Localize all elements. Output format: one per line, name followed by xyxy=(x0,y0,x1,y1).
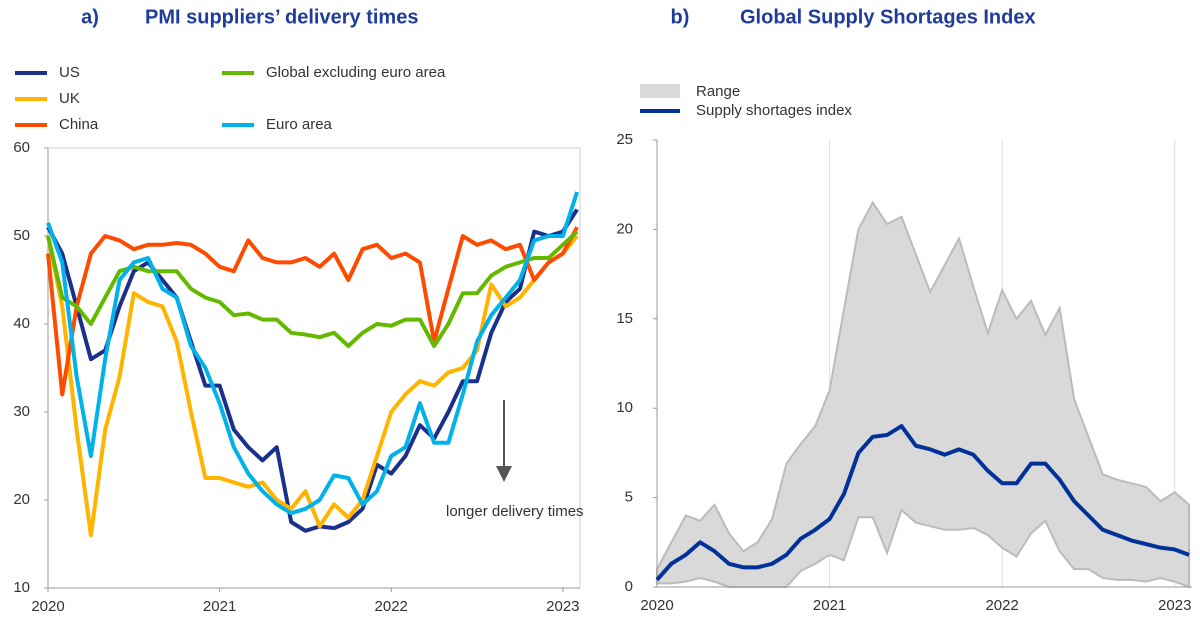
x-tick-label: 2020 xyxy=(640,597,673,614)
legend-label: China xyxy=(59,116,99,133)
y-tick-label: 30 xyxy=(13,403,30,420)
series-line xyxy=(46,208,579,533)
y-tick-label: 25 xyxy=(616,131,633,148)
panel-label: b) xyxy=(671,6,690,28)
y-tick-label: 15 xyxy=(616,310,633,327)
x-tick-label: 2023 xyxy=(546,598,579,615)
x-tick-label: 2022 xyxy=(985,597,1018,614)
legend-swatch xyxy=(640,84,680,98)
series-line xyxy=(655,424,1190,582)
panel-label: a) xyxy=(81,6,99,28)
y-tick-label: 20 xyxy=(616,220,633,237)
legend-label: Global excluding euro area xyxy=(266,64,446,81)
legend-label: Range xyxy=(696,83,740,100)
legend-label: UK xyxy=(59,90,80,107)
y-tick-label: 10 xyxy=(13,579,30,596)
legend-label: US xyxy=(59,64,80,81)
x-tick-label: 2020 xyxy=(31,598,64,615)
annotation: longer delivery times xyxy=(446,503,584,520)
x-tick-label: 2023 xyxy=(1158,597,1191,614)
series-line xyxy=(46,230,579,348)
x-tick-label: 2022 xyxy=(375,598,408,615)
y-tick-label: 0 xyxy=(625,578,633,595)
arrow-head xyxy=(496,466,512,482)
series-line xyxy=(46,226,579,397)
y-tick-label: 50 xyxy=(13,227,30,244)
y-tick-label: 20 xyxy=(13,491,30,508)
legend-label: Euro area xyxy=(266,116,333,133)
y-tick-label: 40 xyxy=(13,315,30,332)
chart-title: Global Supply Shortages Index xyxy=(740,6,1036,28)
series-line xyxy=(46,234,579,538)
series-line xyxy=(46,191,579,516)
x-tick-label: 2021 xyxy=(203,598,236,615)
y-tick-label: 10 xyxy=(616,399,633,416)
chart-title: PMI suppliers’ delivery times xyxy=(145,6,418,28)
legend-label: Supply shortages index xyxy=(696,102,852,119)
x-tick-label: 2021 xyxy=(813,597,846,614)
y-tick-label: 60 xyxy=(13,139,30,156)
y-tick-label: 5 xyxy=(625,489,633,506)
range-band xyxy=(656,200,1191,589)
